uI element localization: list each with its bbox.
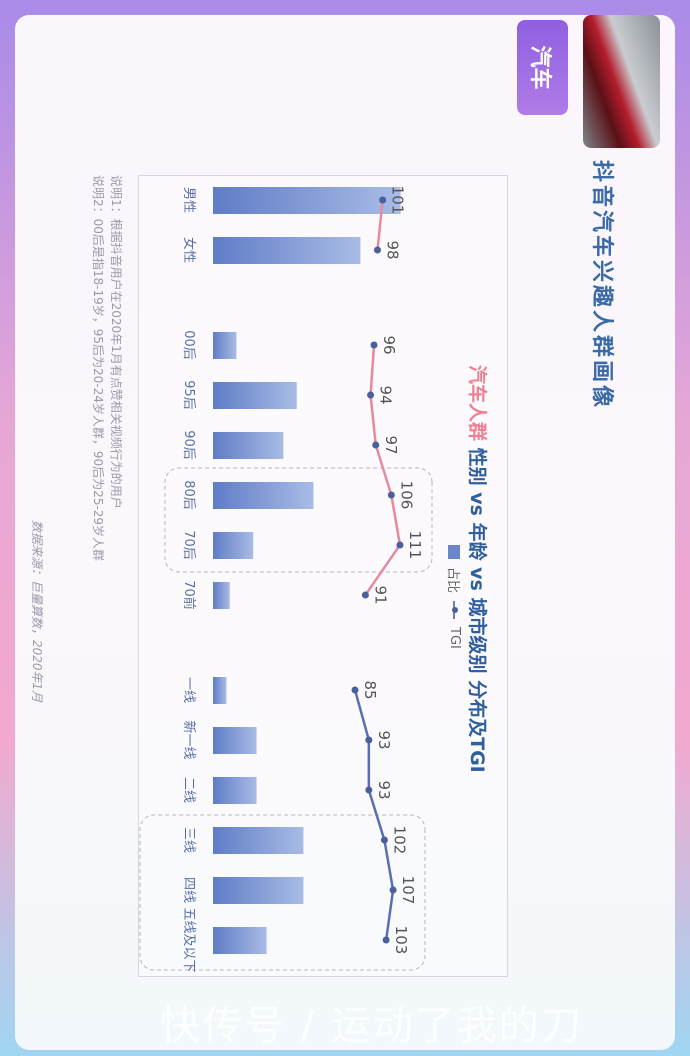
tgi-label: 98 bbox=[383, 240, 401, 259]
tgi-point bbox=[361, 591, 369, 599]
note-2: 说明2：00后是指18-19岁，95后为20-24岁人群，90后为25-29岁人… bbox=[91, 175, 105, 562]
bar bbox=[213, 827, 304, 854]
tgi-label: 111 bbox=[406, 531, 424, 560]
bar bbox=[212, 677, 227, 704]
tgi-point bbox=[365, 786, 373, 794]
bar bbox=[213, 532, 254, 559]
bar bbox=[213, 582, 230, 609]
tgi-label: 96 bbox=[380, 335, 398, 354]
bar bbox=[212, 777, 257, 804]
category-label: 70前 bbox=[181, 580, 197, 610]
category-label: 女性 bbox=[181, 237, 197, 263]
category-label: 四线 bbox=[181, 877, 196, 903]
tgi-point bbox=[382, 936, 390, 944]
tgi-label: 93 bbox=[375, 780, 393, 799]
tgi-point bbox=[380, 836, 388, 844]
tgi-point bbox=[379, 196, 387, 204]
category-label: 男性 bbox=[181, 187, 196, 213]
bar bbox=[213, 482, 314, 509]
bar bbox=[213, 237, 361, 264]
tgi-point bbox=[351, 686, 359, 694]
bar bbox=[213, 382, 297, 409]
category-label: 80后 bbox=[181, 480, 196, 510]
bar bbox=[213, 877, 304, 904]
bar bbox=[213, 432, 284, 459]
tgi-label: 107 bbox=[399, 876, 417, 905]
tgi-line bbox=[353, 689, 395, 941]
category-label: 三线 bbox=[181, 827, 196, 853]
category-label: 新一线 bbox=[181, 720, 197, 759]
tgi-label: 103 bbox=[392, 926, 410, 955]
category-label: 70后 bbox=[181, 530, 196, 560]
note-1: 说明1：根据抖音用户在2020年1月有点赞相关视频行为的用户 bbox=[109, 175, 123, 509]
watermark: 快传号 / 运动了我的刀 bbox=[160, 1003, 583, 1049]
tgi-label: 101 bbox=[389, 186, 407, 215]
tgi-point bbox=[389, 886, 397, 894]
tgi-label: 106 bbox=[397, 481, 415, 510]
tgi-point bbox=[370, 341, 378, 349]
category-label: 90后 bbox=[181, 430, 196, 460]
tgi-point bbox=[396, 541, 404, 549]
category-label: 五线及以下 bbox=[181, 907, 196, 972]
tgi-label: 102 bbox=[390, 826, 408, 855]
tgi-label: 91 bbox=[371, 585, 389, 604]
tgi-label: 85 bbox=[361, 680, 379, 699]
highlight-box bbox=[164, 467, 433, 573]
tgi-label: 93 bbox=[375, 730, 393, 749]
tgi-line bbox=[364, 344, 402, 596]
tgi-point bbox=[373, 246, 381, 254]
tgi-point bbox=[367, 391, 375, 399]
tgi-point bbox=[372, 441, 380, 449]
data-source: 数据来源：巨量算数，2020年1月 bbox=[30, 520, 44, 703]
bar bbox=[213, 332, 237, 359]
category-label: 95后 bbox=[181, 380, 196, 410]
bar bbox=[213, 927, 267, 954]
category-label: 一线 bbox=[181, 677, 196, 703]
category-label: 00后 bbox=[181, 330, 196, 360]
bar bbox=[212, 727, 257, 754]
tgi-point bbox=[387, 491, 395, 499]
tgi-point bbox=[365, 736, 373, 744]
category-label: 二线 bbox=[181, 777, 196, 803]
highlight-box bbox=[139, 814, 426, 971]
tgi-label: 97 bbox=[382, 435, 400, 454]
bar bbox=[213, 187, 401, 214]
tgi-line bbox=[376, 199, 384, 251]
tgi-label: 94 bbox=[377, 385, 395, 404]
